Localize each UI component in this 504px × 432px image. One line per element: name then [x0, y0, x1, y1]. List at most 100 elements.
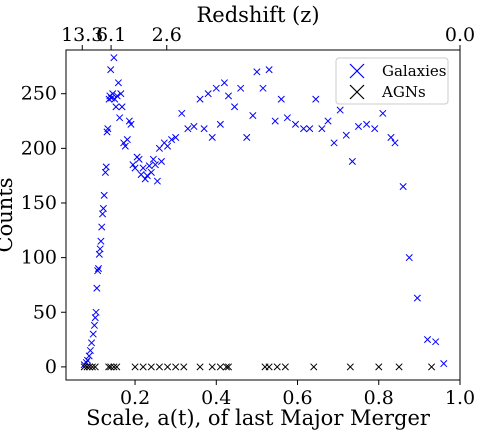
galaxy-point	[399, 183, 407, 191]
galaxy-point	[363, 120, 371, 128]
galaxy-point	[405, 254, 413, 262]
agn-point	[273, 363, 281, 371]
galaxy-point	[83, 356, 92, 364]
y-tick-label: 100	[21, 247, 57, 269]
legend-label-galaxies: Galaxies	[382, 62, 447, 80]
y-axis-ticks: 0 50 100 150 200 250	[21, 83, 66, 378]
galaxy-point	[379, 109, 387, 117]
agn-point	[281, 363, 289, 371]
agn-point	[83, 363, 91, 371]
galaxy-point	[259, 84, 267, 92]
galaxy-point	[387, 133, 395, 141]
x-tick-label: 0.2	[120, 387, 150, 409]
galaxy-point	[208, 133, 216, 141]
agn-point	[110, 363, 118, 371]
y-tick-label: 50	[33, 301, 57, 323]
top-axis-title: Redshift (z)	[196, 3, 319, 27]
galaxy-point	[243, 133, 251, 141]
galaxy-point	[253, 68, 261, 76]
galaxy-point	[111, 95, 119, 103]
data-points	[80, 54, 448, 371]
galaxy-point	[224, 92, 233, 100]
galaxy-point	[143, 172, 151, 180]
galaxy-point	[432, 338, 440, 346]
galaxy-point	[300, 125, 308, 133]
agn-point	[91, 363, 99, 371]
galaxy-point	[112, 103, 120, 111]
agn-point	[105, 363, 113, 371]
galaxy-point	[231, 103, 239, 111]
agn-point	[196, 363, 204, 371]
galaxy-point	[153, 177, 161, 185]
y-tick-label: 200	[21, 137, 57, 159]
galaxy-point	[330, 139, 338, 147]
galaxy-point	[184, 125, 192, 133]
agn-point	[428, 363, 436, 371]
galaxy-point	[249, 112, 257, 120]
galaxy-point	[306, 125, 314, 133]
galaxy-point	[324, 117, 332, 125]
y-axis-title: Counts	[0, 178, 17, 253]
legend-marker-agns	[349, 84, 365, 100]
x-tick-label: 0.8	[364, 387, 394, 409]
x-tick-label: 0.4	[201, 387, 231, 409]
galaxy-point	[151, 161, 159, 169]
y-tick-label: 250	[21, 83, 57, 105]
agn-point	[80, 363, 88, 371]
galaxy-point	[200, 125, 208, 133]
galaxy-point	[131, 164, 139, 172]
galaxy-point	[97, 237, 105, 245]
agn-point	[310, 363, 318, 371]
galaxy-point	[149, 155, 157, 163]
galaxy-point	[100, 191, 108, 199]
galaxy-point	[109, 90, 117, 98]
galaxy-point	[336, 106, 344, 114]
agn-point	[107, 363, 115, 371]
galaxy-point	[216, 120, 224, 128]
galaxy-point	[423, 336, 432, 344]
agn-point	[224, 363, 233, 371]
agn-point	[172, 363, 180, 371]
agn-point	[139, 363, 147, 371]
galaxy-point	[102, 163, 110, 171]
galaxy-point	[277, 95, 285, 103]
galaxy-point	[96, 245, 104, 253]
galaxy-point	[117, 90, 125, 98]
legend-x-galaxies	[349, 63, 365, 79]
galaxy-point	[127, 120, 135, 128]
galaxy-point	[113, 92, 121, 100]
agn-point	[265, 363, 273, 371]
galaxy-point	[107, 66, 115, 74]
galaxy-point	[212, 84, 220, 92]
agn-point	[180, 363, 188, 371]
galaxy-point	[94, 264, 103, 273]
agn-point	[155, 363, 163, 371]
legend: Galaxies AGNs	[335, 57, 449, 105]
galaxy-point	[190, 122, 198, 131]
galaxy-point	[291, 120, 300, 128]
agn-point	[346, 363, 354, 371]
y-tick-label: 0	[45, 356, 57, 378]
galaxy-point	[86, 346, 94, 355]
galaxy-point	[141, 175, 149, 183]
galaxy-point	[93, 284, 101, 292]
galaxy-point	[114, 79, 122, 87]
galaxy-point	[312, 95, 320, 103]
galaxy-point	[104, 125, 112, 133]
top-tick-label: 0.0	[445, 24, 475, 46]
galaxy-point	[157, 157, 166, 166]
galaxy-point	[220, 79, 228, 87]
galaxy-point	[92, 308, 100, 316]
galaxy-point	[440, 360, 448, 368]
agn-point	[395, 363, 403, 371]
top-tick-label: 13.3	[61, 24, 103, 46]
galaxy-point	[237, 84, 245, 92]
agn-point	[131, 363, 139, 371]
galaxy-point	[196, 95, 204, 103]
top-axis-ticks: 0.0 2.6 6.113.3	[61, 24, 475, 50]
agn-point	[375, 363, 383, 371]
galaxy-point	[318, 125, 326, 133]
galaxy-point	[99, 204, 107, 212]
galaxy-point	[145, 162, 153, 170]
